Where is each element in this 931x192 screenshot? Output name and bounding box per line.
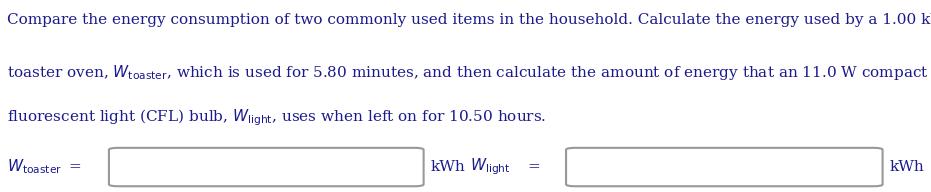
Text: $W_{\mathrm{light}}$: $W_{\mathrm{light}}$ <box>470 157 511 177</box>
Text: =: = <box>68 160 81 174</box>
Text: kWh: kWh <box>889 160 924 174</box>
Text: Compare the energy consumption of two commonly used items in the household. Calc: Compare the energy consumption of two co… <box>7 13 931 27</box>
Text: kWh: kWh <box>430 160 465 174</box>
FancyBboxPatch shape <box>109 148 424 186</box>
Text: fluorescent light (CFL) bulb, $W_{\mathrm{light}}$, uses when left on for 10.50 : fluorescent light (CFL) bulb, $W_{\mathr… <box>7 108 546 128</box>
Text: $W_{\mathrm{toaster}}$: $W_{\mathrm{toaster}}$ <box>7 158 62 176</box>
Text: =: = <box>527 160 540 174</box>
Text: toaster oven, $W_{\mathrm{toaster}}$, which is used for 5.80 minutes, and then c: toaster oven, $W_{\mathrm{toaster}}$, wh… <box>7 63 929 82</box>
FancyBboxPatch shape <box>566 148 883 186</box>
